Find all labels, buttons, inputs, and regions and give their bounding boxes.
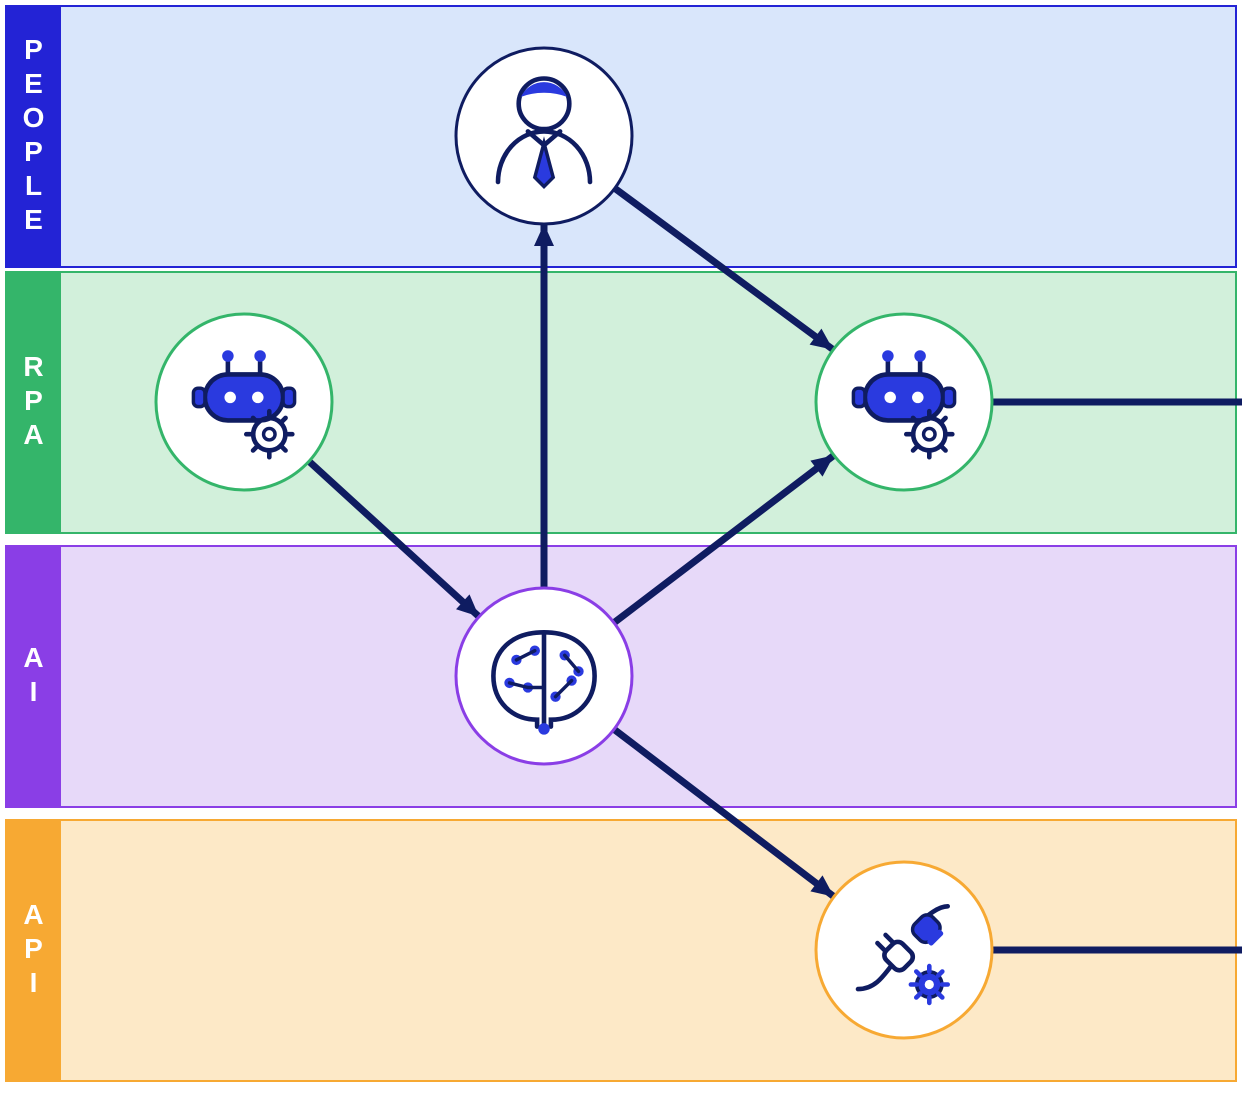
lane-label-ai: A [23,642,43,673]
swimlane-diagram: PEOPLERPAAIAPI [0,0,1242,1100]
lane-label-people: P [24,136,43,167]
lane-label-people: E [24,68,43,99]
node-rpa1 [156,314,332,490]
node-circle-person [456,48,632,224]
node-person [456,48,632,224]
lane-label-ai: I [30,676,38,707]
lane-label-rpa: A [23,419,43,450]
lane-label-api: P [24,933,43,964]
lane-label-people: P [24,34,43,65]
lane-label-rpa: P [24,385,43,416]
lane-label-api: A [23,899,43,930]
lane-label-people: O [23,102,45,133]
node-rpa2 [816,314,992,490]
lane-label-rpa: R [23,351,43,382]
node-api [816,862,992,1038]
lane-label-people: L [25,170,42,201]
lane-label-people: E [24,204,43,235]
node-ai [456,588,632,764]
lane-label-api: I [30,967,38,998]
